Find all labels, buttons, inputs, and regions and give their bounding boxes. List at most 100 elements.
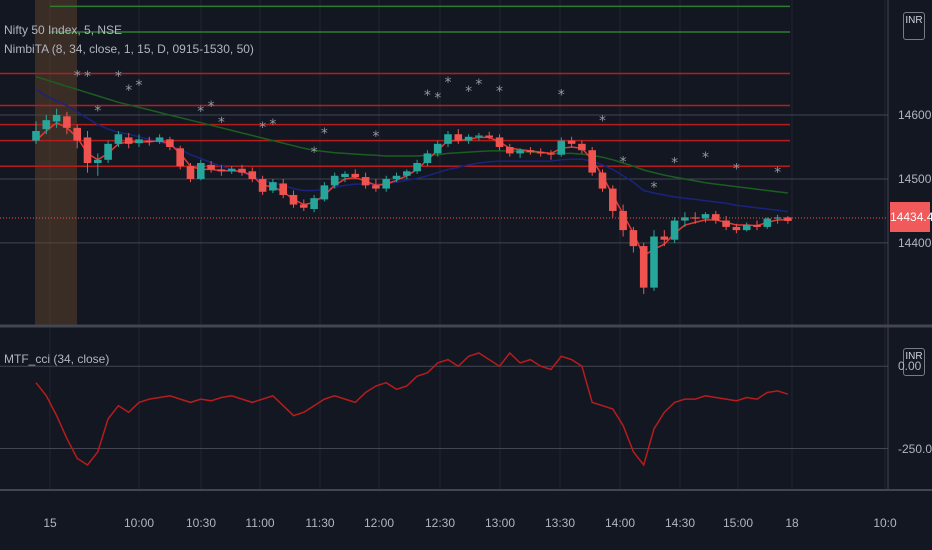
star-marker: * (74, 69, 81, 85)
candle-body (629, 230, 638, 247)
candle-body (320, 185, 329, 200)
candle-body (619, 210, 627, 231)
candle-body (784, 217, 792, 221)
star-marker: * (311, 145, 318, 161)
candle-body (753, 225, 761, 227)
cci-series (35, 351, 789, 467)
candle-body (300, 204, 308, 208)
candle-body (506, 147, 514, 154)
time-tick-label: 11:30 (305, 516, 335, 530)
time-tick-label: 12:30 (424, 516, 456, 530)
time-tick-label: 10:30 (185, 516, 217, 530)
candle-body (166, 139, 174, 148)
star-marker: * (321, 126, 328, 142)
candle-body (176, 148, 184, 167)
candle-body (351, 173, 360, 178)
cci-line (35, 351, 789, 467)
candle-body (701, 214, 710, 219)
candle-body (588, 150, 596, 173)
candle-body (83, 137, 92, 163)
star-marker: * (475, 77, 482, 93)
candle-body (114, 134, 123, 144)
star-marker: * (115, 69, 122, 85)
candle-body (392, 175, 401, 179)
ema-green-line (35, 75, 788, 194)
candle-body (289, 194, 298, 205)
symbol-title[interactable]: Nifty 50 Index, 5, NSE (4, 23, 123, 37)
candle-body (722, 220, 730, 227)
candle-body (454, 134, 463, 141)
candle-body (258, 178, 267, 192)
candle-body (567, 140, 576, 144)
candle-body (485, 135, 493, 138)
candle-body (578, 143, 586, 151)
candle-body (557, 140, 566, 155)
candles[interactable] (32, 108, 792, 295)
candle-body (464, 136, 473, 141)
candle-body (691, 217, 699, 219)
candle-body (413, 163, 421, 172)
candle-body (217, 169, 226, 172)
star-marker: * (733, 162, 740, 178)
candle-body (742, 225, 751, 231)
price-tick-label: 14600.00 (898, 108, 932, 123)
time-tick-label: 10:00 (123, 516, 155, 530)
time-tick-label: 14:00 (604, 516, 636, 530)
candle-body (372, 185, 380, 189)
candle-body (639, 246, 648, 288)
star-marker: * (84, 69, 91, 85)
candle-body (248, 171, 257, 179)
candle-body (433, 143, 442, 154)
candle-body (423, 153, 432, 163)
candle-body (279, 183, 287, 195)
time-tick-label: 13:30 (544, 516, 576, 530)
star-marker: * (94, 103, 101, 119)
candle-body (763, 218, 772, 227)
time-tick-label: 14:30 (664, 516, 696, 530)
star-marker: * (434, 91, 441, 107)
candle-body (310, 198, 318, 210)
currency-badge-bottom[interactable]: INR (903, 348, 925, 376)
price-tick-label: 14500.00 (898, 171, 932, 186)
time-tick-label: 12:00 (363, 516, 395, 530)
candle-body (52, 115, 61, 122)
candle-body (330, 175, 339, 186)
candle-body (382, 178, 390, 189)
time-tick-label: 15:00 (722, 516, 754, 530)
star-marker: * (218, 115, 225, 131)
candle-body (732, 226, 741, 231)
candle-body (536, 152, 545, 154)
cci-tick-label: 0.00 (898, 359, 922, 374)
candle-body (650, 236, 658, 288)
star-marker: * (269, 117, 276, 133)
candle-body (63, 116, 71, 128)
currency-badge-top[interactable]: INR (903, 12, 925, 40)
star-marker: * (651, 180, 658, 196)
star-marker: * (125, 83, 132, 99)
candle-body (660, 236, 669, 240)
candle-body (609, 188, 617, 211)
candle-body (207, 164, 215, 170)
time-tick-label: 13:00 (484, 516, 516, 530)
candle-body (341, 173, 349, 178)
time-tick-label: 10:0 (873, 516, 897, 530)
candle-body (670, 220, 679, 240)
star-marker: * (599, 113, 606, 129)
star-marker: * (671, 155, 678, 171)
candle-body (145, 140, 154, 142)
star-marker: * (620, 155, 627, 171)
candle-body (42, 120, 51, 130)
candle-body (495, 137, 504, 148)
candle-body (135, 139, 143, 144)
candle-body (73, 127, 81, 141)
star-marker: * (136, 78, 143, 94)
cci-tick-label: -250.00 (898, 441, 932, 456)
candle-body (155, 137, 164, 142)
cci-title[interactable]: MTF_cci (34, close) (4, 352, 110, 366)
candle-body (361, 177, 370, 186)
candle-body (712, 214, 720, 221)
indicator-title[interactable]: NimbiTA (8, 34, close, 1, 15, D, 0915-15… (4, 42, 254, 56)
star-markers: * **** ** ** * *** ** *** * * ***** ** * (74, 69, 781, 196)
grid (0, 0, 889, 490)
